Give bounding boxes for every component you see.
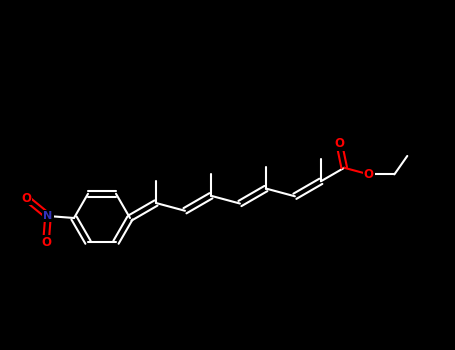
Text: O: O <box>41 236 51 248</box>
Text: O: O <box>21 191 31 204</box>
Text: O: O <box>364 168 374 181</box>
Text: N: N <box>43 211 53 221</box>
Text: O: O <box>334 137 344 150</box>
